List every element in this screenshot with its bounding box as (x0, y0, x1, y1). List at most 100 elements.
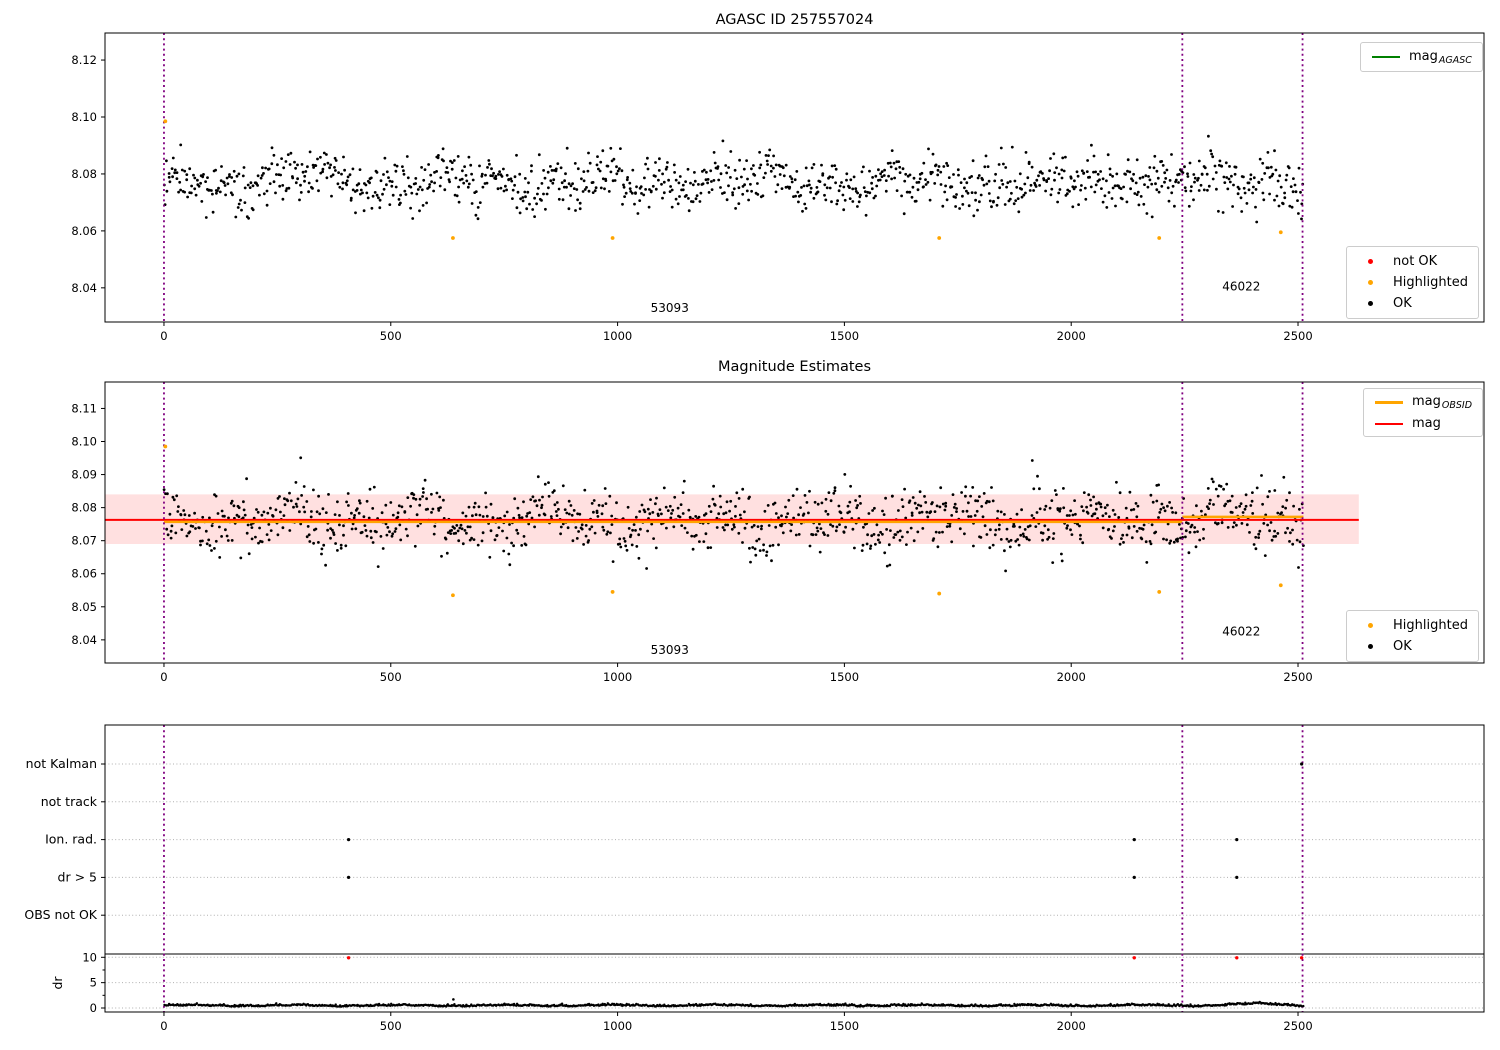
y-tick-label: 8.06 (71, 224, 97, 238)
obsid-annotations: 53093 46022 (651, 625, 1261, 657)
dr-tick-label: 0 (90, 1001, 97, 1015)
legend-label: mag (1412, 416, 1441, 431)
legend-item-mag: mag (1374, 413, 1472, 434)
flag-category-label: dr > 5 (58, 869, 97, 884)
y-tick-label: 8.04 (71, 281, 97, 295)
y-tick-label: 8.07 (71, 534, 97, 548)
x-tick-label: 2500 (1283, 670, 1312, 684)
axes-frame (104, 381, 1485, 664)
flags-y-axis: not Kalman not track Ion. rad. dr > 5 OBS no… (24, 756, 105, 1015)
flag-points (346, 762, 1304, 880)
x-tick-label: 0 (160, 1019, 167, 1033)
y-tick-label: 8.10 (71, 110, 97, 124)
flag-category-label: OBS not OK (24, 907, 97, 922)
legend-item-mag-obsid: magOBSID (1374, 391, 1472, 413)
panel2-marker-legend: Highlighted OK (1346, 610, 1479, 662)
y-tick-label: 8.08 (71, 501, 97, 515)
legend-item-ok: OK (1355, 636, 1468, 657)
obsid-annotations: 53093 46022 (651, 279, 1261, 314)
red-line-icon (1374, 422, 1404, 425)
x-tick-label: 2000 (1057, 329, 1086, 343)
x-tick-label: 500 (380, 1019, 402, 1033)
dr-tick-label: 5 (90, 976, 97, 990)
x-tick-label: 1500 (830, 329, 859, 343)
y-tick-label: 8.10 (71, 435, 97, 449)
x-axis: 0 500 1000 1500 2000 2500 (160, 663, 1313, 684)
x-tick-label: 1500 (830, 670, 859, 684)
legend-item-highlighted: Highlighted (1355, 615, 1468, 636)
x-tick-label: 2500 (1283, 1019, 1312, 1033)
x-tick-label: 500 (380, 329, 402, 343)
x-tick-label: 0 (160, 329, 167, 343)
y-axis: 8.04 8.05 8.06 8.07 8.08 8.09 8.10 8.11 (71, 401, 105, 647)
orange-dot-icon (1355, 280, 1385, 285)
legend-label: OK (1393, 296, 1412, 311)
x-tick-label: 500 (380, 670, 402, 684)
y-tick-label: 8.05 (71, 600, 97, 614)
obsid-boundary-vlines (163, 725, 1304, 1012)
panel1-marker-legend: not OK Highlighted OK (1346, 246, 1479, 319)
y-tick-label: 8.06 (71, 567, 97, 581)
legend-label: Highlighted (1393, 618, 1468, 633)
flag-category-label: Ion. rad. (45, 832, 97, 847)
dr-tick-label: 10 (82, 950, 97, 964)
green-line-icon (1371, 56, 1401, 58)
obsid-label: 53093 (651, 643, 689, 657)
legend-label: OK (1393, 639, 1412, 654)
dr-series (163, 998, 1305, 1008)
axes-frame (104, 724, 1485, 1013)
x-tick-label: 0 (160, 670, 167, 684)
y-axis: 8.04 8.06 8.08 8.10 8.12 (71, 53, 105, 295)
scatter-points-ok (162, 134, 1305, 224)
obsid-boundary-vlines (163, 33, 1304, 322)
x-tick-label: 1000 (603, 670, 632, 684)
legend-item-not-ok: not OK (1355, 251, 1468, 272)
black-dot-icon (1355, 301, 1385, 306)
legend-label: not OK (1393, 254, 1438, 269)
legend-item-ok: OK (1355, 293, 1468, 314)
x-axis: 0 500 1000 1500 2000 2500 (160, 322, 1313, 343)
y-tick-label: 8.11 (71, 401, 97, 415)
red-dot-icon (1355, 259, 1385, 264)
panel1-line-legend: magAGASC (1360, 42, 1483, 72)
y-tick-label: 8.12 (71, 53, 97, 67)
panel2-title: Magnitude Estimates (717, 359, 872, 375)
y-tick-label: 8.04 (71, 633, 97, 647)
obsid-label: 46022 (1222, 279, 1260, 293)
flag-category-label: not Kalman (26, 756, 97, 771)
x-tick-label: 1000 (603, 329, 632, 343)
flag-category-label: not track (41, 794, 98, 809)
legend-label: Highlighted (1393, 275, 1468, 290)
x-tick-label: 2000 (1057, 1019, 1086, 1033)
obsid-label: 53093 (651, 301, 689, 315)
obsid-label: 46022 (1222, 625, 1260, 639)
dr-axis-label: dr (50, 976, 65, 990)
x-axis: 0 500 1000 1500 2000 2500 (160, 1012, 1313, 1033)
x-tick-label: 2000 (1057, 670, 1086, 684)
dr-big-points (346, 956, 1304, 960)
legend-item-mag-agasc: magAGASC (1371, 46, 1472, 68)
legend-label: magOBSID (1412, 394, 1473, 411)
scatter-points-highlighted (163, 119, 1283, 240)
gridlines (105, 763, 1484, 1009)
x-tick-label: 1500 (830, 1019, 859, 1033)
y-tick-label: 8.09 (71, 468, 97, 482)
legend-item-highlighted: Highlighted (1355, 272, 1468, 293)
mag-obsid-line (163, 515, 1304, 524)
x-tick-label: 1000 (603, 1019, 632, 1033)
panel3: not Kalman not track Ion. rad. dr > 5 OBS no… (24, 724, 1485, 1033)
legend-label: magAGASC (1409, 49, 1472, 66)
axes-frame (104, 32, 1485, 323)
scatter-points-highlighted (163, 444, 1283, 598)
panel1: 53093 46022 8.04 8.06 8.08 8.10 8.12 0 500 1000 15… (71, 32, 1485, 343)
obsid-boundary-vlines (163, 382, 1304, 663)
orange-line-icon (1374, 400, 1404, 404)
orange-dot-icon (1355, 623, 1385, 628)
panel2: 53093460228.048.058.068.078.088.098.108.… (71, 381, 1485, 684)
panel2-line-legend: magOBSID mag (1363, 388, 1484, 437)
x-tick-label: 2500 (1283, 329, 1312, 343)
panel1-title: AGASC ID 257557024 (715, 12, 874, 28)
black-dot-icon (1355, 644, 1385, 649)
